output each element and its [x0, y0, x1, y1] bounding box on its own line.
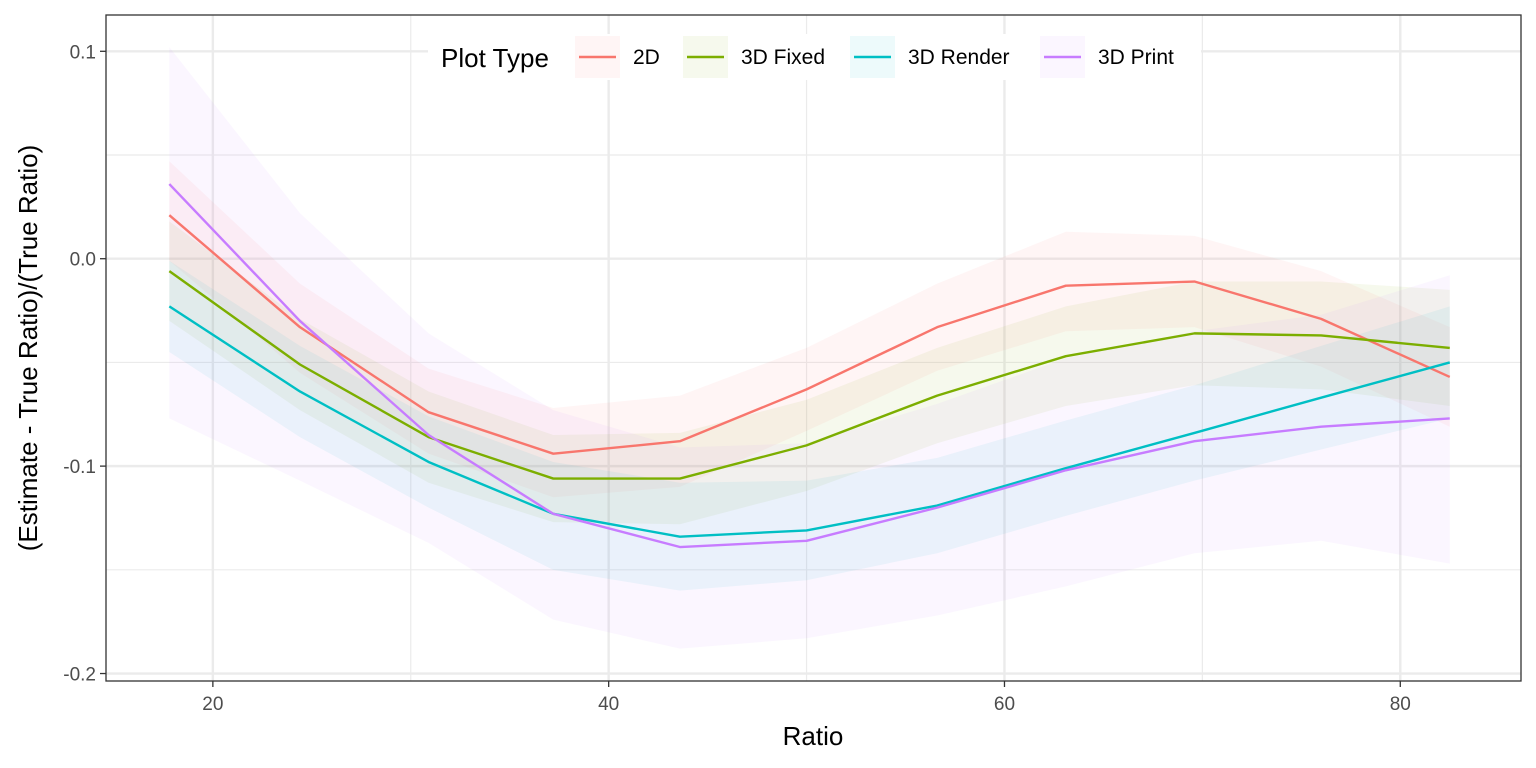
- legend-label-2d: 2D: [633, 46, 660, 69]
- y-axis-title: (Estimate - True Ratio)/(True Ratio): [13, 145, 43, 551]
- x-tick-label: 40: [598, 694, 619, 715]
- minor-gridlines: [106, 15, 1521, 681]
- line-3d-render: [168, 305, 1451, 538]
- ribbon-3d-render: [169, 260, 1450, 591]
- x-tick-label: 80: [1390, 694, 1411, 715]
- x-axis: 20 40 60 80: [202, 681, 1411, 715]
- ribbon-2d: [169, 161, 1450, 498]
- panel-border: [105, 14, 1522, 682]
- x-tick-label: 20: [202, 694, 223, 715]
- y-tick-label: -0.2: [63, 665, 96, 686]
- x-axis-title: Ratio: [783, 721, 844, 751]
- legend-label-3d-print: 3D Print: [1098, 46, 1174, 69]
- line-2d: [168, 214, 1451, 455]
- y-tick-label: 0.0: [70, 250, 96, 271]
- legend-label-3d-render: 3D Render: [908, 46, 1010, 69]
- line-3d-print: [168, 183, 1450, 549]
- line-3d-fixed: [168, 270, 1450, 480]
- y-axis: 0.1 0.0 -0.1 -0.2: [63, 42, 106, 686]
- series-lines: [168, 183, 1451, 549]
- ribbon-3d-print: [169, 47, 1450, 649]
- legend: Plot Type 2D 3D Fixed 3D Render 3D Print: [428, 34, 1201, 80]
- y-tick-label: 0.1: [70, 42, 96, 63]
- confidence-ribbons: [169, 47, 1450, 649]
- x-tick-label: 60: [994, 694, 1015, 715]
- y-tick-label: -0.1: [63, 457, 96, 478]
- ribbon-3d-fixed: [169, 221, 1450, 525]
- legend-label-3d-fixed: 3D Fixed: [741, 46, 825, 69]
- legend-title: Plot Type: [441, 43, 549, 73]
